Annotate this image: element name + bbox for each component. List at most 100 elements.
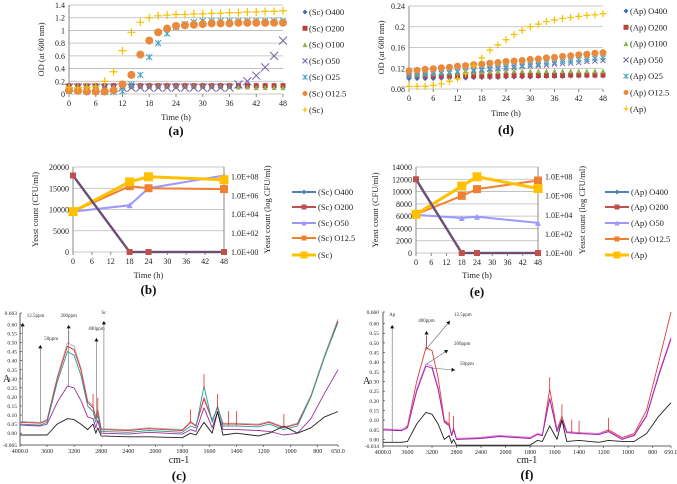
square-marker xyxy=(511,73,517,79)
plus-marker xyxy=(198,9,207,18)
plus-marker xyxy=(575,12,583,20)
x-marker xyxy=(623,57,629,63)
x-tick-label: 4000.0 xyxy=(375,450,392,456)
y-axis-title: Yeast count (CFU/ml) xyxy=(370,172,380,247)
spectrum-line xyxy=(382,336,672,439)
x-marker xyxy=(251,71,261,80)
plus-marker xyxy=(454,75,461,83)
circle-marker xyxy=(421,65,429,73)
x-axis-title: cm-1 xyxy=(517,455,538,466)
triangle-marker xyxy=(600,68,606,74)
x-tick-label: 650.0 xyxy=(664,450,677,456)
x-tick-label: 18 xyxy=(145,99,153,108)
square-marker xyxy=(472,172,482,182)
plus-marker xyxy=(462,69,470,77)
y2-tick-label: 1.0E+06 xyxy=(545,192,572,201)
legend-item: (Ap) O200 xyxy=(605,202,668,212)
triangle-marker xyxy=(271,85,277,91)
x-tick-label: 1800 xyxy=(176,449,188,455)
circle-marker xyxy=(599,49,607,57)
square-marker xyxy=(503,73,509,79)
plus-marker xyxy=(118,46,127,55)
arrowhead-icon xyxy=(101,321,106,325)
chart-panel-a: 0 0.2 0.4 0.6 0.8 1 1.2 1.4 0 6 12 18 24 30 36 42 48 Time… xyxy=(36,1,346,138)
x-marker xyxy=(171,83,181,92)
x-tick-label: 36 xyxy=(504,258,512,267)
circle-marker xyxy=(154,28,163,37)
circle-marker xyxy=(486,59,494,67)
x-tick-label: 1200 xyxy=(598,450,610,456)
plus-marker xyxy=(234,8,243,17)
circle-marker xyxy=(82,87,91,96)
chart-panel-d: 0.08 0.12 0.16 0.2 0.24 0 6 12 18 24 30 36 42 48 Time … xyxy=(376,2,669,137)
chart-panel-e: 0 2000 4000 6000 8000 10000 12000 14000 1.0E+00 1… xyxy=(370,163,670,299)
circle-marker xyxy=(109,86,118,95)
y2-tick-label: 1.0E+08 xyxy=(231,172,258,181)
legend-item: (Ap) O400 xyxy=(623,6,667,16)
y-tick-label: 20000 xyxy=(49,163,69,172)
x-tick-label: 2400 xyxy=(475,450,487,456)
square-marker xyxy=(527,73,533,79)
chart-panel-c: -0.065 0.00 0.05 0.10 0.15 0.20 0.25 0.30 0.35 0.… xyxy=(3,311,345,483)
triangle-marker xyxy=(495,68,501,74)
annotation: Sc xyxy=(101,311,107,434)
circle-marker xyxy=(437,64,445,72)
circle-marker xyxy=(518,56,526,64)
y-tick-label: 1 xyxy=(61,26,65,35)
plus-marker xyxy=(100,77,109,86)
arrowhead-icon xyxy=(94,338,99,342)
plus-marker xyxy=(216,9,225,18)
diamond-marker xyxy=(301,189,307,195)
triangle-marker xyxy=(218,83,224,89)
y-tick-label: 10000 xyxy=(392,188,412,197)
square-marker xyxy=(560,73,566,79)
y-axis-title: OD (at 600 nm) xyxy=(376,20,386,74)
square-marker xyxy=(144,184,153,193)
triangle-marker xyxy=(487,68,493,74)
x-marker xyxy=(260,62,270,72)
arrowhead-icon xyxy=(20,323,25,327)
y-tick-label: 12000 xyxy=(392,175,412,184)
asterisk-marker xyxy=(600,55,606,61)
circle-marker xyxy=(567,52,575,60)
annotation-arrow-line xyxy=(426,320,451,349)
x-tick-label: 1200 xyxy=(258,449,270,455)
x-tick-label: 3600 xyxy=(402,450,414,456)
square-marker xyxy=(613,251,621,259)
triangle-marker xyxy=(227,83,232,89)
asterisk-marker xyxy=(486,65,493,72)
x-tick-label: 2800 xyxy=(95,449,107,455)
plus-marker xyxy=(526,23,534,31)
triangle-marker xyxy=(503,68,509,74)
annotation: 12.5ppm xyxy=(426,313,472,349)
y-tick-label: 0.30 xyxy=(7,377,17,383)
plus-marker xyxy=(82,83,91,92)
asterisk-marker xyxy=(154,39,162,47)
triangle-marker xyxy=(584,68,590,74)
x-tick-label: 48 xyxy=(220,257,228,266)
y-tick-label: 0.35 xyxy=(369,370,379,376)
series--Ap-O50 xyxy=(413,211,541,226)
circle-marker xyxy=(252,18,261,27)
x-axis-title: Time (h) xyxy=(161,112,191,122)
plus-marker xyxy=(421,82,429,90)
square-marker xyxy=(614,204,620,210)
square-marker xyxy=(535,73,541,79)
asterisk-marker xyxy=(438,70,445,76)
circle-marker xyxy=(454,62,461,70)
x-marker xyxy=(225,83,234,92)
y-tick-label: 0 xyxy=(61,90,65,99)
triangle-marker xyxy=(614,220,620,226)
plus-marker xyxy=(445,77,453,85)
triangle-marker xyxy=(592,68,598,74)
y-tick-label: 0.663 xyxy=(5,311,18,317)
square-marker xyxy=(457,181,467,191)
x-tick-label: 2000 xyxy=(149,449,161,455)
plus-marker xyxy=(413,82,421,90)
circle-marker xyxy=(261,18,270,27)
x-tick-label: 0 xyxy=(414,258,418,267)
x-tick-label: 6 xyxy=(431,94,435,103)
x-marker xyxy=(127,83,136,92)
circle-marker xyxy=(413,66,421,74)
annotation: 400ppm xyxy=(418,319,435,349)
